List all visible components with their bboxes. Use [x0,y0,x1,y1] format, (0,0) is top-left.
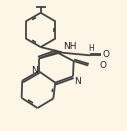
Text: N: N [31,66,37,75]
Text: N: N [74,77,81,86]
Text: O: O [102,50,109,59]
Text: H: H [88,43,94,53]
Text: NH: NH [63,42,76,51]
Text: O: O [99,61,106,70]
